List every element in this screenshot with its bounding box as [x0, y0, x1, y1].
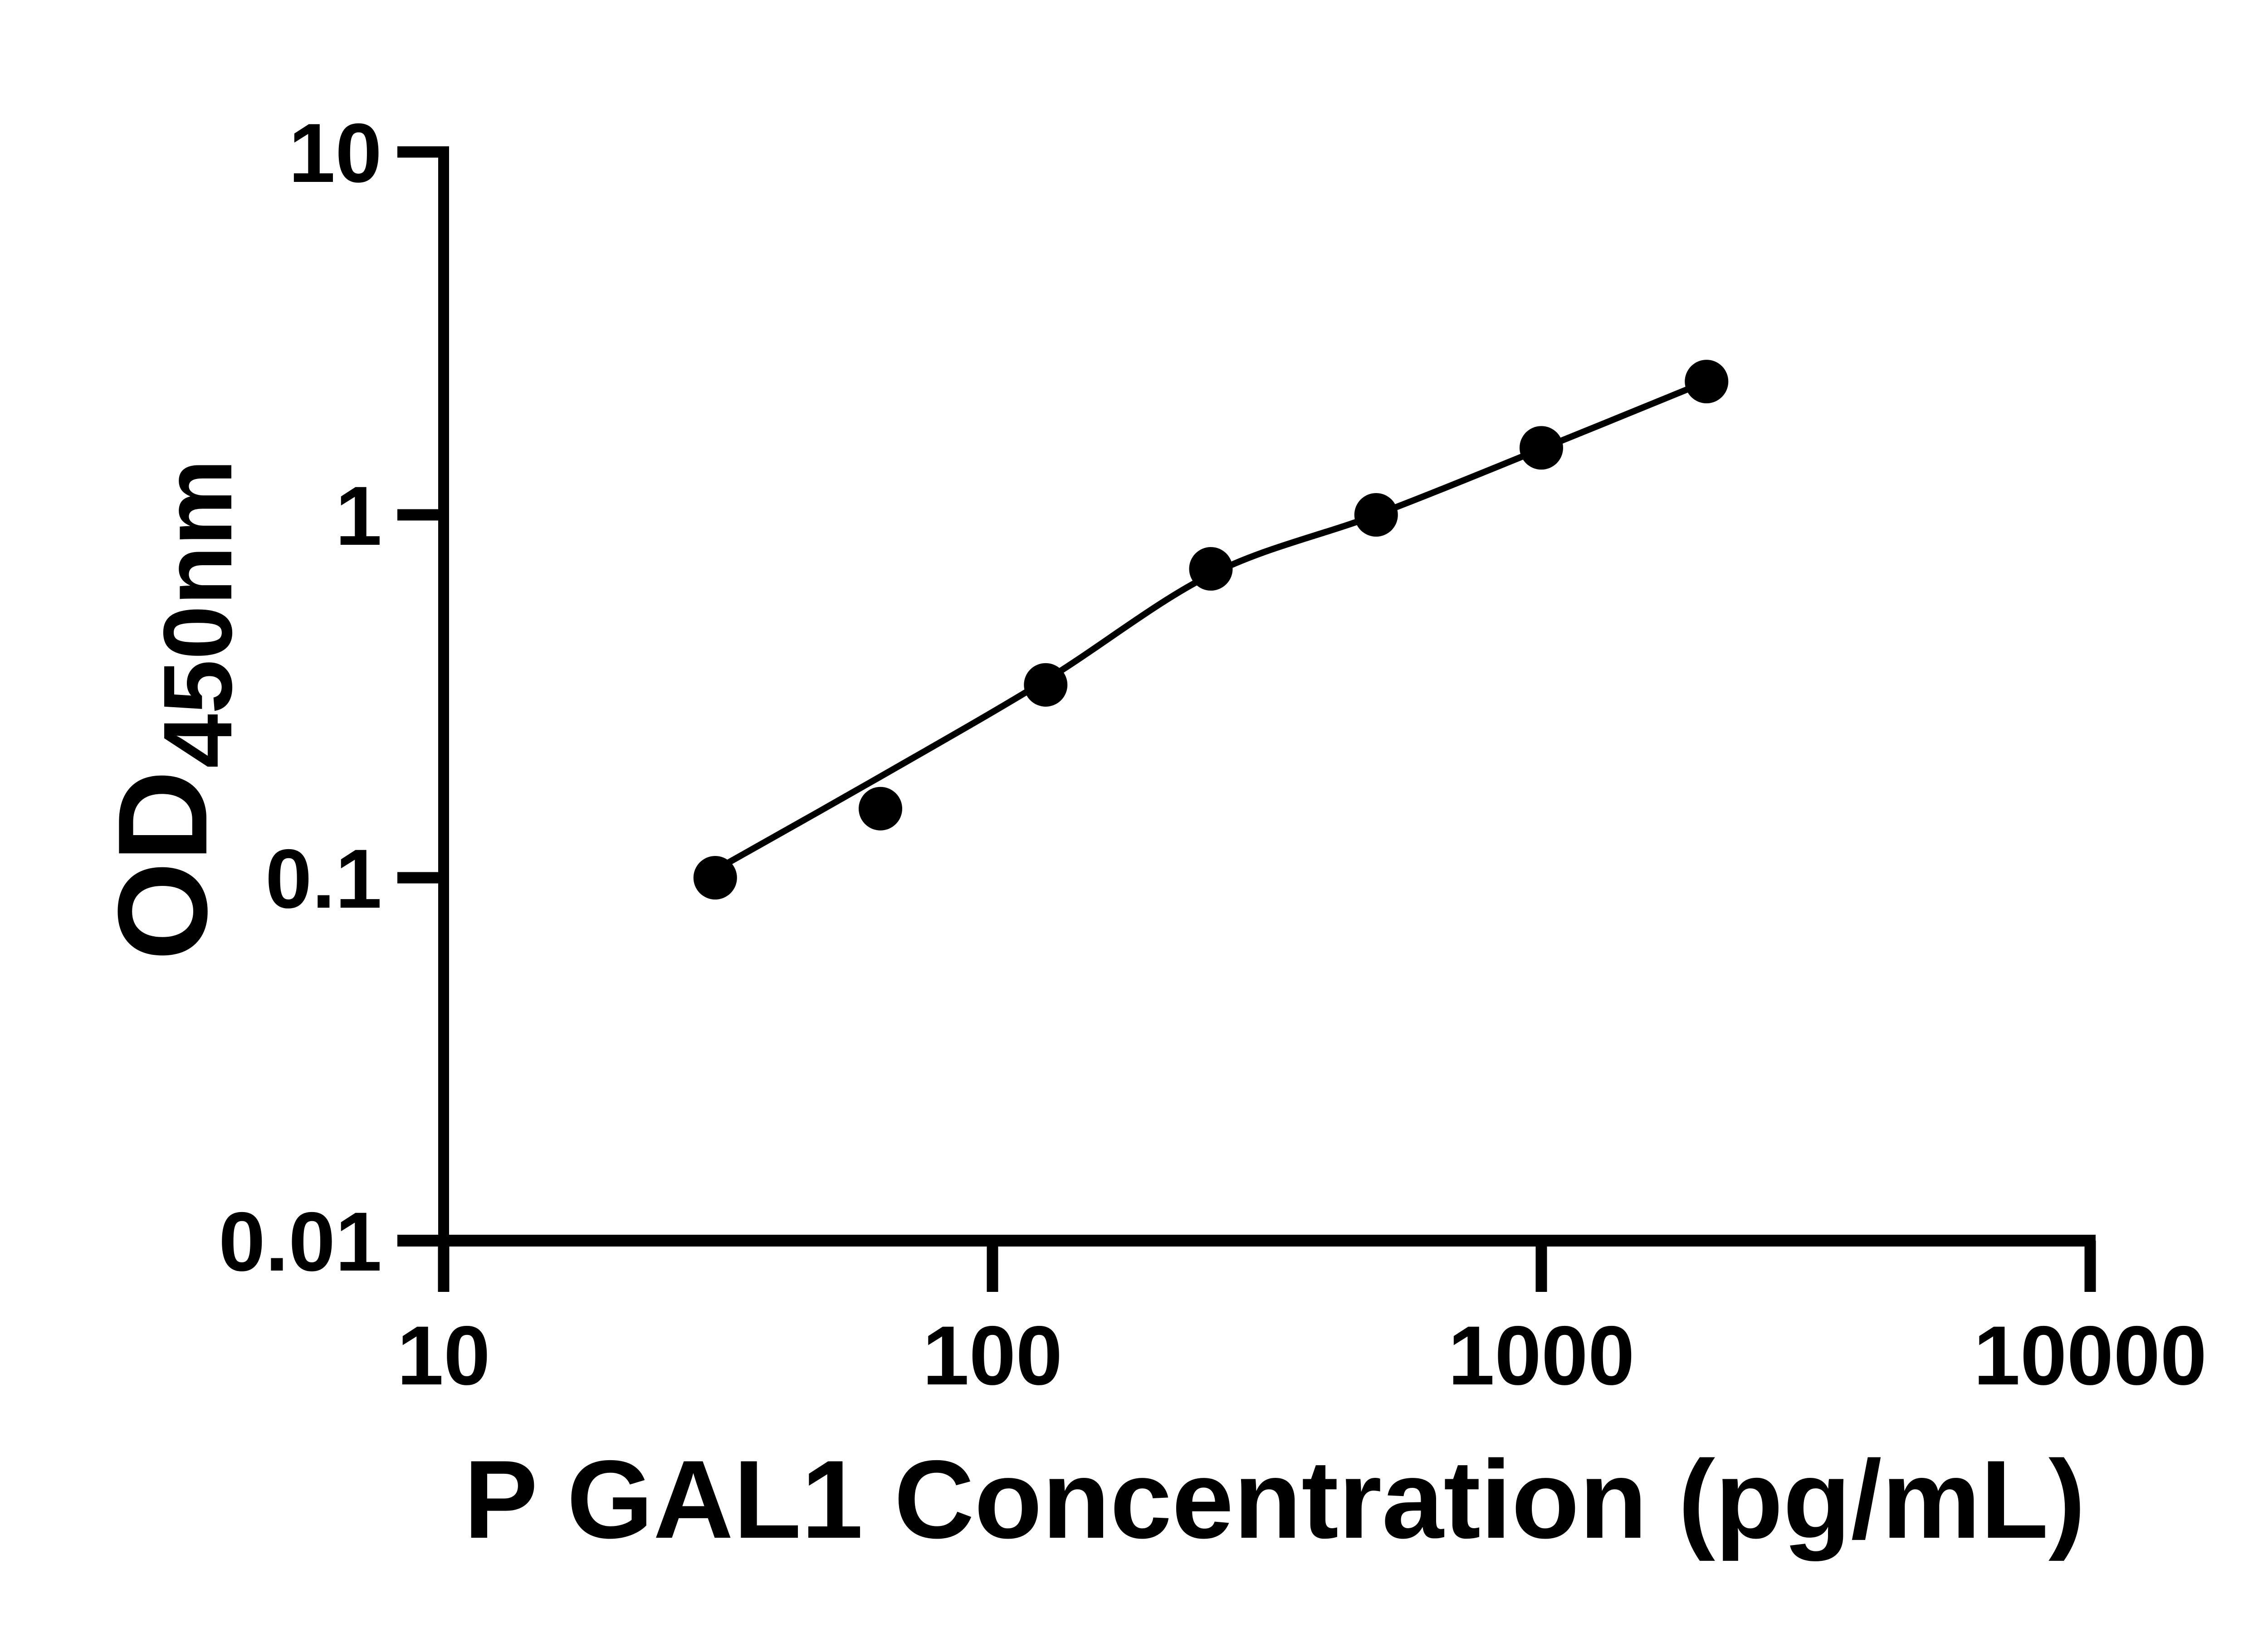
- y-axis-title: OD 450nm: [92, 459, 252, 961]
- data-point-marker: [693, 856, 737, 900]
- axes-layer: [397, 147, 2096, 1292]
- y-axis-title-subscript: 450nm: [143, 459, 252, 768]
- data-point-marker: [1685, 360, 1729, 404]
- y-tick-label: 1: [335, 469, 382, 563]
- data-point-marker: [859, 787, 903, 831]
- y-tick-label: 0.01: [219, 1195, 382, 1289]
- x-tick-label: 100: [923, 1309, 1063, 1403]
- data-point-marker: [1024, 663, 1068, 707]
- x-tick-label: 1000: [1448, 1309, 1635, 1403]
- y-tick-label: 0.1: [265, 832, 382, 926]
- y-tick-label: 10: [288, 107, 382, 200]
- x-tick-label: 10: [397, 1309, 490, 1403]
- x-axis-title: P GAL1 Concentration (pg/mL): [464, 1437, 2085, 1561]
- data-point-layer: [693, 360, 1729, 900]
- data-point-marker: [1189, 547, 1233, 591]
- x-tick-label: 10000: [1974, 1309, 2207, 1403]
- data-point-marker: [1520, 426, 1563, 470]
- data-point-marker: [1354, 493, 1398, 537]
- y-axis-title-main: OD: [92, 770, 234, 961]
